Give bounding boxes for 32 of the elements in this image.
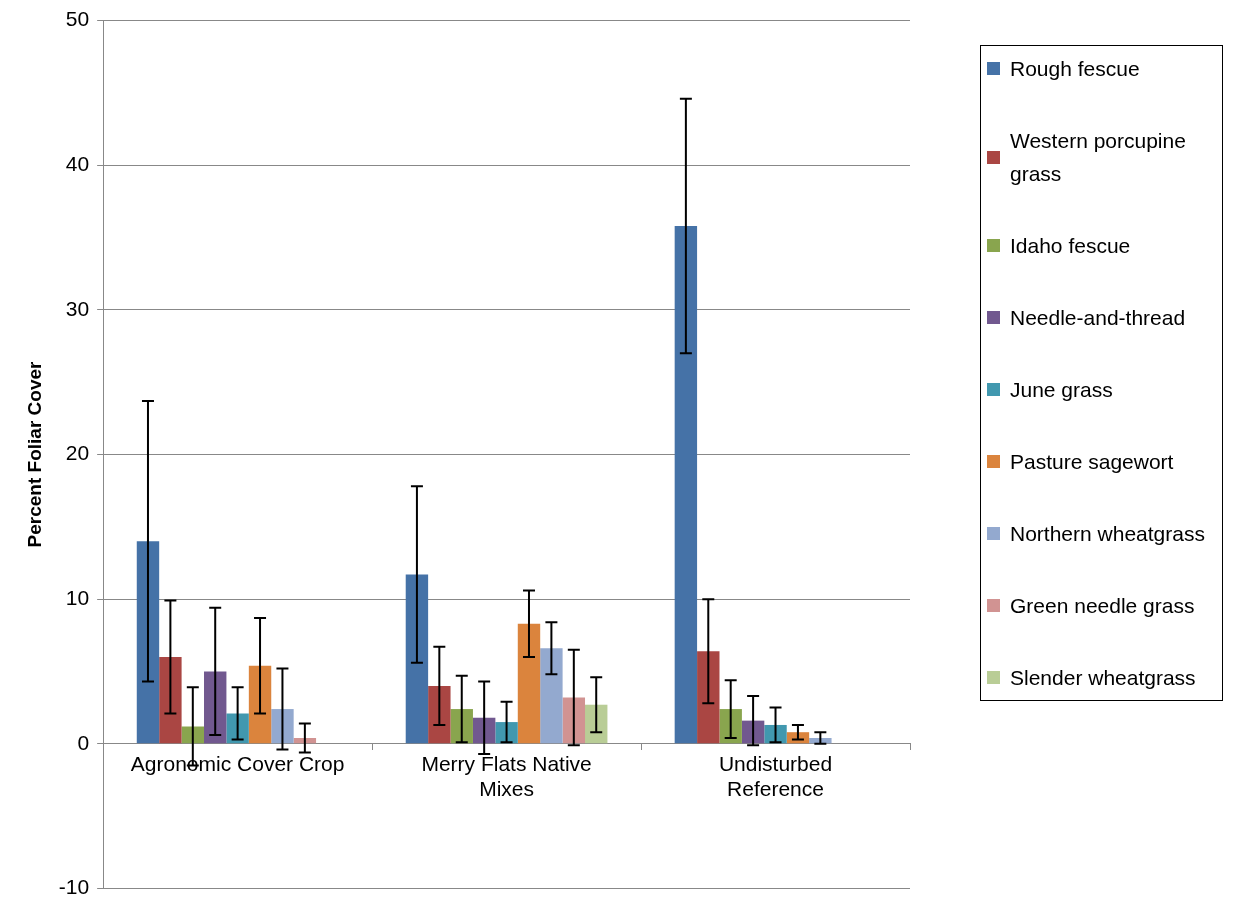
bar: [517, 623, 541, 744]
x-tick-label: Merry Flats Native Mixes: [421, 752, 592, 801]
x-tick-label: Agronomic Cover Crop: [130, 752, 345, 776]
y-tick-label: -10: [58, 875, 90, 899]
bar: [428, 685, 451, 744]
y-tick-label: 50: [65, 7, 90, 31]
legend-label: Northern wheatgrass: [1010, 521, 1205, 547]
bar: [159, 656, 182, 744]
y-tick-label: 40: [65, 152, 90, 176]
legend-label: Western porcupine grass: [1010, 128, 1187, 187]
y-tick-label: 30: [65, 296, 90, 320]
bar: [136, 541, 160, 744]
legend-label: Slender wheatgrass: [1010, 665, 1196, 691]
bar: [562, 697, 586, 744]
bar: [697, 651, 720, 744]
x-tick-label: Undisturbed Reference: [718, 752, 833, 801]
bar: [674, 225, 698, 744]
bar: [271, 709, 294, 744]
legend-label: Needle-and-thread: [1010, 305, 1186, 331]
y-tick-label: 10: [65, 585, 90, 609]
y-axis-title: Percent Foliar Cover: [23, 360, 45, 548]
legend-label: June grass: [1010, 377, 1113, 403]
y-tick-label: 0: [77, 730, 90, 754]
legend-label: Rough fescue: [1010, 56, 1140, 82]
legend-label: Idaho fescue: [1010, 233, 1131, 259]
legend-label: Green needle grass: [1010, 593, 1195, 619]
legend-label: Pasture sagewort: [1010, 449, 1174, 475]
bar: [405, 574, 429, 744]
y-tick-label: 20: [65, 441, 90, 465]
bar: [248, 665, 272, 744]
bar: [540, 648, 563, 744]
bar: [181, 726, 205, 744]
